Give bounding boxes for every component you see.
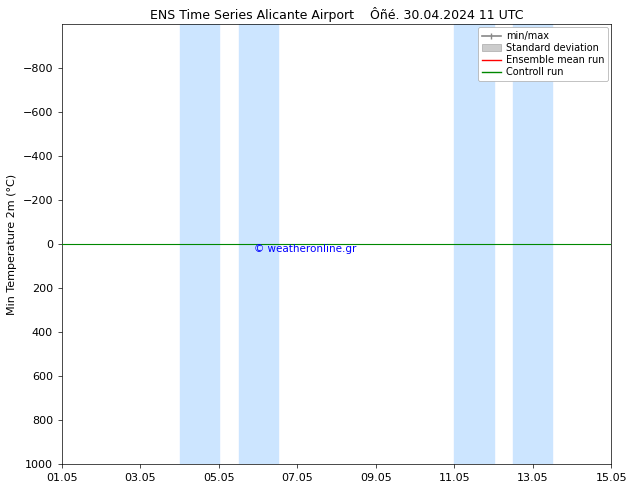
Bar — [513, 24, 552, 464]
Bar — [179, 24, 219, 464]
Title: ENS Time Series Alicante Airport    Ôñé. 30.04.2024 11 UTC: ENS Time Series Alicante Airport Ôñé. 30… — [150, 7, 524, 22]
Bar — [455, 24, 493, 464]
Y-axis label: Min Temperature 2m (°C): Min Temperature 2m (°C) — [7, 173, 17, 315]
Text: © weatheronline.gr: © weatheronline.gr — [254, 244, 357, 254]
Bar — [238, 24, 278, 464]
Legend: min/max, Standard deviation, Ensemble mean run, Controll run: min/max, Standard deviation, Ensemble me… — [478, 27, 609, 81]
